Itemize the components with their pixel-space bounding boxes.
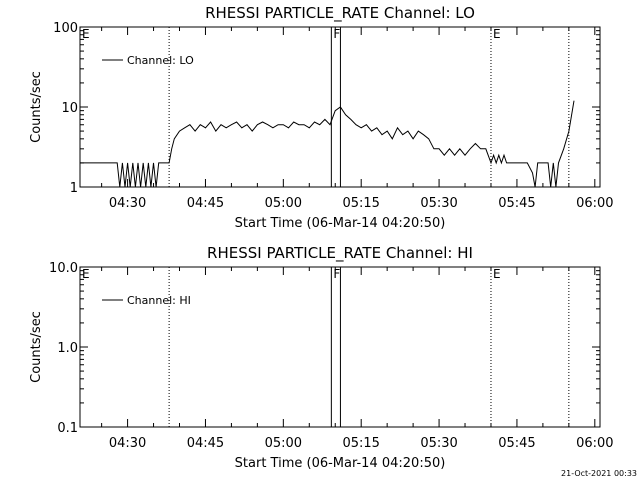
x-tick-label: 04:45 [187,196,224,211]
x-tick-label: 05:15 [342,436,379,451]
series-line [80,100,575,188]
chart-panel-1: RHESSI PARTICLE_RATE Channel: LO E F E 1 10 10… [29,4,614,231]
x-tick-label: 05:45 [498,196,535,211]
x-tick-label: 04:30 [109,196,146,211]
y-tick-label: 1 [70,181,78,196]
legend-label: Channel: HI [127,294,191,307]
x-tick-label: 04:30 [109,436,146,451]
x-tick-label: 04:45 [187,436,224,451]
x-tick-label: 05:00 [265,436,302,451]
chart-title: RHESSI PARTICLE_RATE Channel: HI [207,244,473,263]
flag-label: F [333,267,340,281]
x-tick-label: 05:00 [265,196,302,211]
chart-title: RHESSI PARTICLE_RATE Channel: LO [205,4,475,23]
flag-label: E [82,27,90,41]
y-tick-label: 10 [61,101,78,116]
chart-panels: RHESSI PARTICLE_RATE Channel: LO E F E 1 10 10… [29,4,614,471]
y-tick-label: 100 [53,21,78,36]
chart-panel-2: RHESSI PARTICLE_RATE Channel: HI E F E 0.1 1.… [29,244,614,471]
footer-timestamp: 21-Oct-2021 00:33 [561,469,637,478]
flag-label: E [493,267,501,281]
flag-label: E [82,267,90,281]
y-axis-label: Counts/sec [29,311,44,383]
y-tick-label: 0.1 [57,421,78,436]
x-axis-label: Start Time (06-Mar-14 04:20:50) [235,456,446,471]
x-tick-label: 06:00 [576,196,613,211]
x-tick-label: 06:00 [576,436,613,451]
x-tick-label: 05:30 [420,436,457,451]
y-tick-label: 1.0 [57,341,78,356]
y-axis-label: Counts/sec [29,71,44,143]
flag-label: F [333,27,340,41]
legend-label: Channel: LO [127,54,194,67]
x-tick-label: 05:30 [420,196,457,211]
y-tick-label: 10.0 [49,261,78,276]
x-tick-label: 05:45 [498,436,535,451]
x-axis-label: Start Time (06-Mar-14 04:20:50) [235,216,446,231]
x-tick-label: 05:15 [342,196,379,211]
flag-label: E [493,27,501,41]
